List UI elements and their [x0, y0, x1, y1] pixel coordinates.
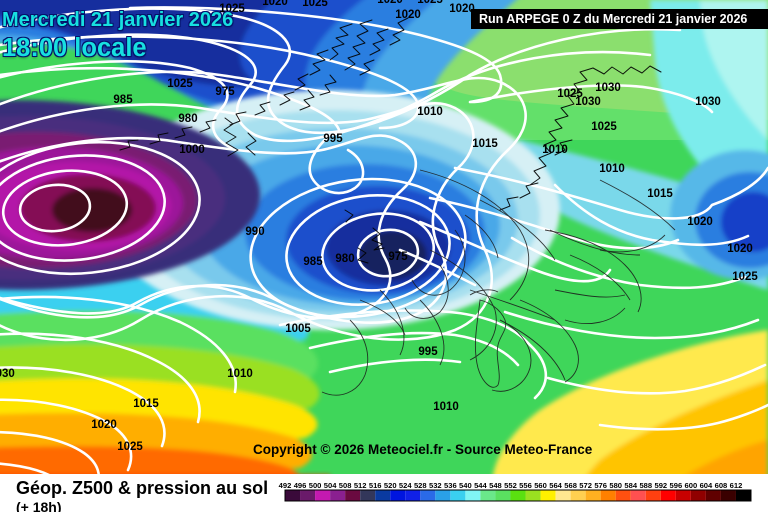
svg-text:512: 512	[354, 481, 367, 490]
svg-text:576: 576	[594, 481, 607, 490]
svg-text:572: 572	[579, 481, 592, 490]
svg-text:592: 592	[654, 481, 667, 490]
svg-text:548: 548	[489, 481, 502, 490]
svg-text:604: 604	[700, 481, 713, 490]
svg-text:496: 496	[294, 481, 307, 490]
svg-text:500: 500	[309, 481, 322, 490]
svg-text:492: 492	[279, 481, 292, 490]
svg-text:568: 568	[564, 481, 577, 490]
svg-text:580: 580	[609, 481, 622, 490]
svg-text:540: 540	[459, 481, 472, 490]
svg-text:608: 608	[715, 481, 728, 490]
svg-text:532: 532	[429, 481, 442, 490]
svg-text:564: 564	[549, 481, 562, 490]
svg-text:560: 560	[534, 481, 547, 490]
svg-text:516: 516	[369, 481, 382, 490]
svg-text:588: 588	[639, 481, 652, 490]
svg-text:556: 556	[519, 481, 532, 490]
svg-text:528: 528	[414, 481, 427, 490]
svg-text:544: 544	[474, 481, 487, 490]
svg-text:504: 504	[324, 481, 337, 490]
svg-text:536: 536	[444, 481, 457, 490]
svg-text:612: 612	[730, 481, 743, 490]
svg-text:524: 524	[399, 481, 412, 490]
svg-text:552: 552	[504, 481, 517, 490]
svg-text:508: 508	[339, 481, 352, 490]
svg-text:584: 584	[624, 481, 637, 490]
svg-text:600: 600	[685, 481, 698, 490]
svg-text:596: 596	[670, 481, 683, 490]
svg-text:520: 520	[384, 481, 397, 490]
